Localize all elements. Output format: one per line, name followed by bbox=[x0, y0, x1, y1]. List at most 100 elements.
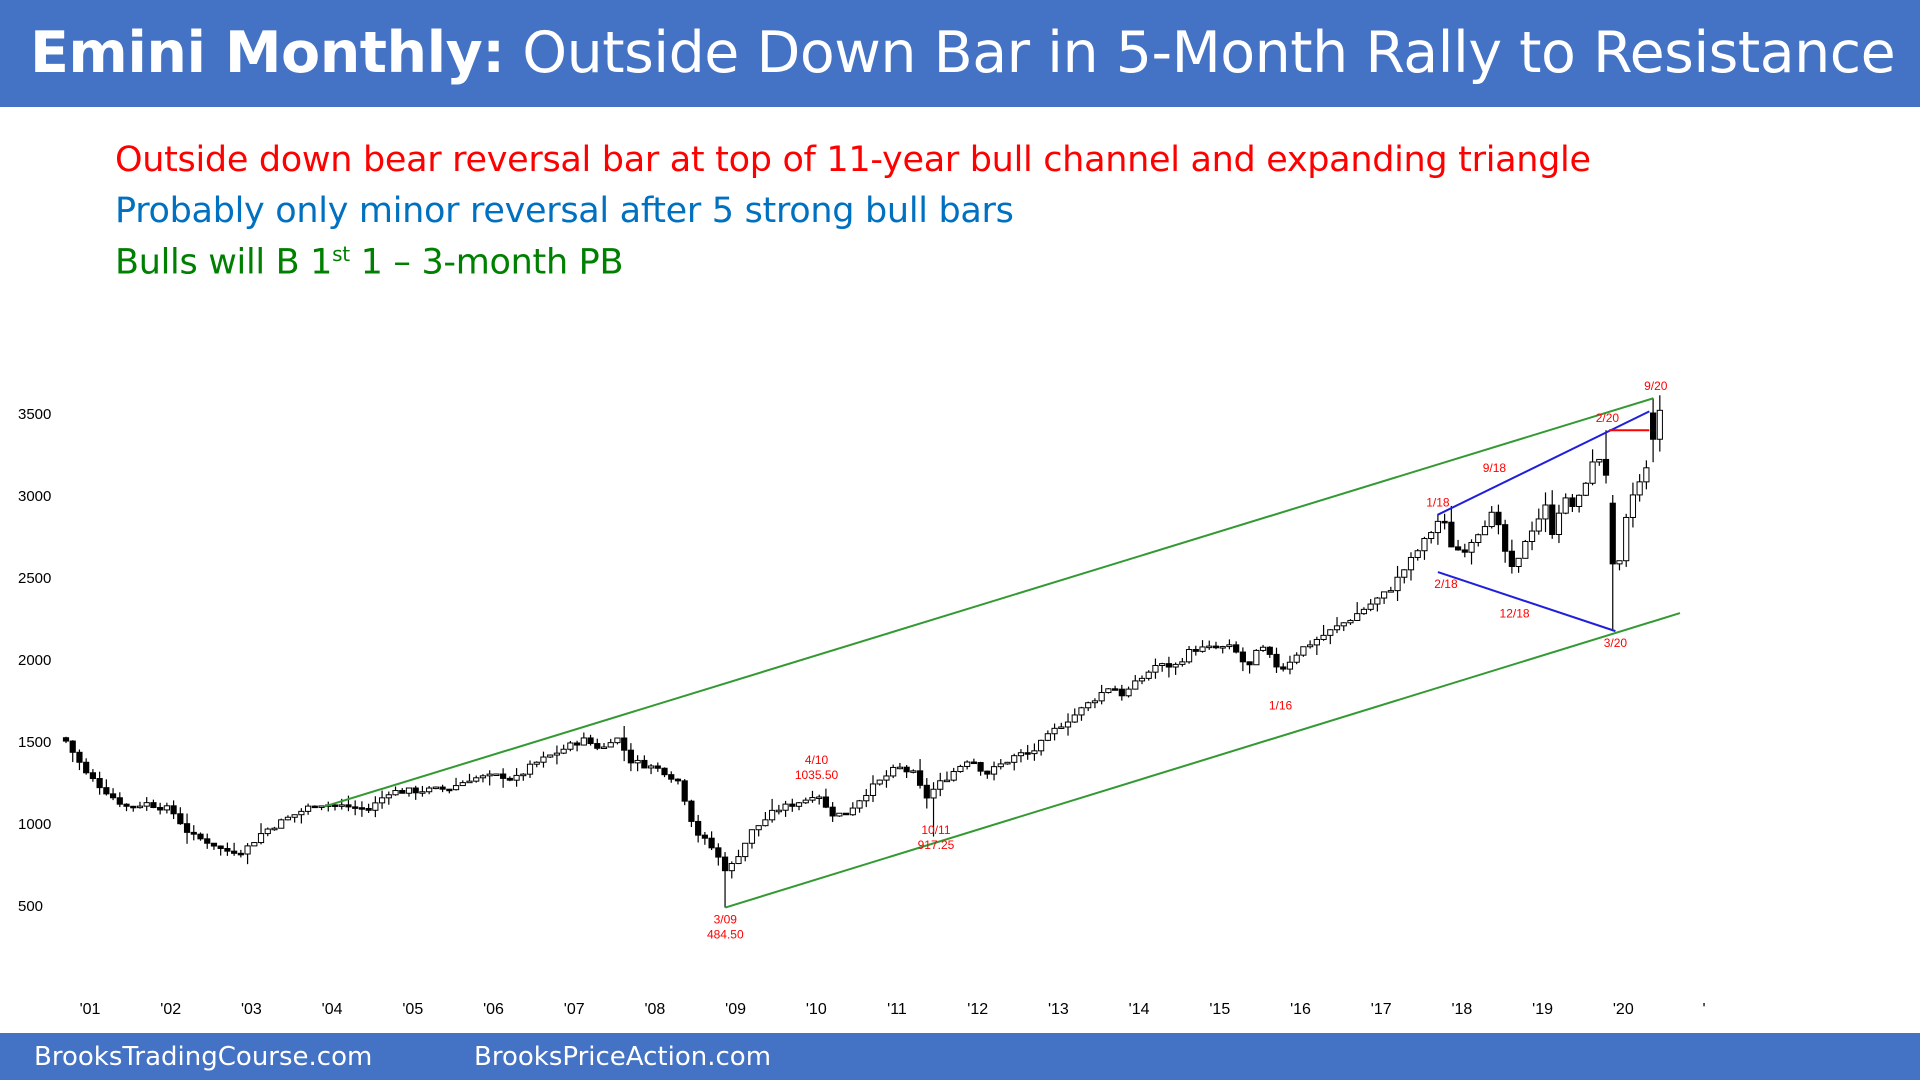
bear-candle bbox=[1549, 504, 1556, 535]
bull-candle bbox=[432, 786, 439, 790]
footer-site-left[interactable]: BrooksTradingCourse.com bbox=[34, 1042, 373, 1072]
bear-candle bbox=[1508, 550, 1515, 567]
bull-candle bbox=[1199, 646, 1206, 652]
bull-candle bbox=[876, 779, 883, 785]
bull-candle bbox=[950, 771, 957, 781]
bull-candle bbox=[251, 842, 258, 847]
bull-candle bbox=[1555, 512, 1563, 535]
bull-candle bbox=[338, 804, 345, 807]
x-tick-label: '08 bbox=[644, 1001, 665, 1018]
y-tick-label: 3000 bbox=[18, 488, 51, 505]
bear-candle bbox=[1441, 520, 1448, 524]
bull-candle bbox=[1414, 550, 1421, 558]
bull-candle bbox=[1058, 726, 1065, 729]
annotation-label: 12/18 bbox=[1500, 607, 1530, 621]
bear-candle bbox=[688, 800, 695, 822]
bull-candle bbox=[567, 742, 574, 750]
bull-candle bbox=[1589, 461, 1596, 484]
bear-candle bbox=[177, 813, 184, 825]
x-tick-label: '05 bbox=[402, 1001, 423, 1018]
x-tick-label: '17 bbox=[1371, 1001, 1392, 1018]
bear-candle bbox=[695, 820, 702, 836]
bull-candle bbox=[1623, 516, 1630, 562]
bull-candle bbox=[540, 756, 547, 763]
triangle-bottom-line bbox=[1437, 571, 1616, 633]
bull-candle bbox=[1138, 677, 1146, 682]
bull-candle bbox=[1031, 750, 1038, 755]
bull-candle bbox=[1185, 649, 1193, 663]
bull-candle bbox=[869, 783, 877, 796]
bull-candle bbox=[1125, 688, 1132, 697]
bear-candle bbox=[109, 793, 117, 799]
bear-candle bbox=[204, 838, 211, 844]
bull-candle bbox=[419, 791, 426, 794]
bull-candle bbox=[1179, 661, 1186, 665]
bull-candle bbox=[1259, 646, 1267, 651]
x-tick-label: '18 bbox=[1451, 1001, 1472, 1018]
annotation-label: 917.25 bbox=[918, 838, 955, 852]
bear-candle bbox=[116, 797, 123, 805]
bear-candle bbox=[916, 770, 924, 786]
x-tick-label: '11 bbox=[887, 1001, 907, 1018]
bull-candle bbox=[547, 754, 554, 758]
price-chart: 3500 3000 2500 2000 1500 1000 500 '01 '02 '03 '04 '… bbox=[18, 379, 1706, 1018]
title-bold: Emini Monthly: bbox=[30, 20, 505, 86]
bear-candle bbox=[412, 787, 419, 794]
y-tick-label: 1000 bbox=[18, 816, 51, 833]
bear-candle bbox=[83, 761, 90, 774]
bull-candle bbox=[937, 780, 944, 790]
bull-candle bbox=[614, 737, 621, 744]
bear-candle bbox=[157, 807, 164, 811]
bull-candle bbox=[1078, 707, 1085, 716]
bull-candle bbox=[910, 770, 917, 773]
bull-candle bbox=[291, 814, 298, 818]
footer-site-right[interactable]: BrooksPriceAction.com bbox=[474, 1042, 772, 1072]
bull-candle bbox=[775, 809, 782, 813]
x-tick-label: '19 bbox=[1532, 1001, 1553, 1018]
bull-candle bbox=[553, 752, 561, 756]
bull-candle bbox=[405, 787, 413, 794]
bear-candle bbox=[76, 751, 83, 763]
bull-candle bbox=[533, 761, 540, 765]
bull-candle bbox=[284, 816, 292, 821]
bear-candle bbox=[1112, 688, 1119, 691]
bull-candle bbox=[1105, 688, 1112, 694]
bull-candle bbox=[392, 790, 399, 796]
bull-candle bbox=[748, 829, 756, 844]
bull-candle bbox=[1562, 497, 1569, 514]
annotation-label: 1/16 bbox=[1269, 698, 1293, 712]
bull-candle bbox=[1488, 511, 1495, 528]
bull-candle bbox=[1347, 619, 1354, 624]
bull-candle bbox=[163, 805, 170, 811]
footer-bar: BrooksTradingCourse.com BrooksPriceActio… bbox=[0, 1033, 1920, 1080]
bear-candle bbox=[903, 766, 910, 773]
bear-candle bbox=[674, 778, 682, 782]
bear-candle bbox=[1273, 653, 1280, 668]
bull-candle bbox=[607, 742, 614, 748]
bull-candle bbox=[1004, 761, 1011, 765]
bear-candle bbox=[1454, 546, 1462, 551]
bull-candle bbox=[452, 785, 460, 791]
note-green-sup: st bbox=[332, 242, 350, 266]
bear-candle bbox=[587, 737, 594, 745]
bear-candle bbox=[681, 780, 688, 802]
channel-top-line bbox=[323, 397, 1654, 808]
bear-candle bbox=[1118, 688, 1125, 697]
bull-candle bbox=[372, 802, 379, 811]
bull-candle bbox=[728, 863, 735, 872]
bull-candle bbox=[1515, 557, 1522, 567]
bull-candle bbox=[1219, 646, 1226, 649]
x-tick-label: '15 bbox=[1209, 1001, 1230, 1018]
annotation-label: 10/11 bbox=[921, 823, 950, 837]
bull-candle bbox=[1468, 541, 1475, 553]
bull-candle bbox=[1085, 702, 1092, 709]
bull-candle bbox=[1360, 608, 1368, 615]
bull-candle bbox=[809, 797, 816, 801]
bull-candle bbox=[1333, 625, 1341, 631]
bear-candle bbox=[311, 805, 318, 809]
bull-candle bbox=[1044, 733, 1051, 741]
bull-candle bbox=[1381, 591, 1388, 599]
bear-candle bbox=[500, 773, 507, 779]
bull-candle bbox=[600, 746, 608, 749]
bull-candle bbox=[486, 773, 493, 777]
